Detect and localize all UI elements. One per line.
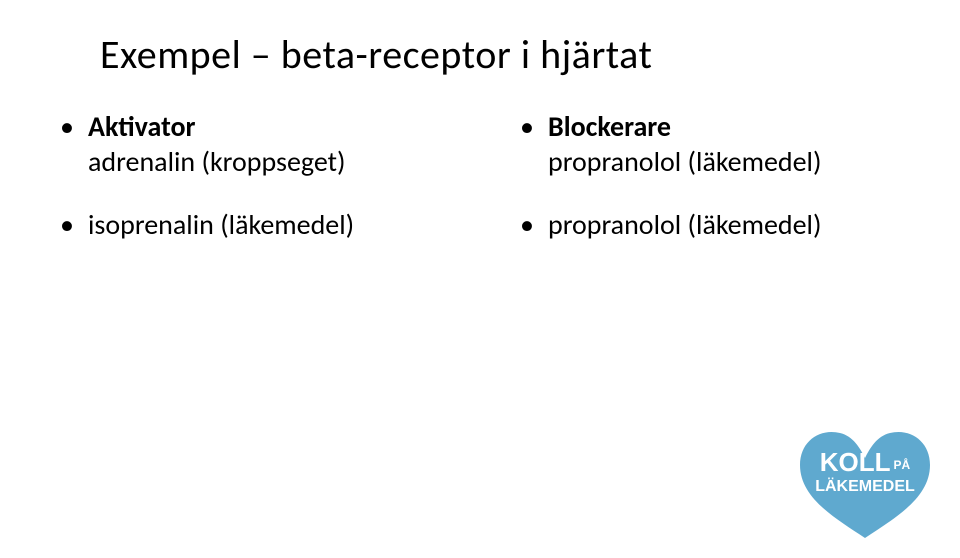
item-head: Aktivator — [88, 109, 196, 144]
content-columns: Aktivator adrenalin (kroppseget) isopren… — [60, 109, 900, 270]
right-column: Blockerare propranolol (läkemedel) propr… — [520, 109, 900, 270]
list-item: propranolol (läkemedel) — [520, 207, 900, 242]
left-list: Aktivator adrenalin (kroppseget) isopren… — [60, 109, 440, 242]
left-column: Aktivator adrenalin (kroppseget) isopren… — [60, 109, 440, 270]
page-title: Exempel – beta-receptor i hjärtat — [100, 30, 900, 79]
koll-logo-icon: KOLLPÅ LÄKEMEDEL — [795, 423, 935, 543]
item-head: propranolol (läkemedel) — [548, 207, 821, 242]
list-item: Blockerare propranolol (läkemedel) — [520, 109, 900, 179]
logo-line2: LÄKEMEDEL — [815, 477, 915, 495]
list-item: isoprenalin (läkemedel) — [60, 207, 440, 242]
item-head: Blockerare — [548, 109, 671, 144]
slide: Exempel – beta-receptor i hjärtat Aktiva… — [0, 0, 960, 558]
item-sub: propranolol (läkemedel) — [548, 144, 900, 179]
list-item: Aktivator adrenalin (kroppseget) — [60, 109, 440, 179]
item-head: isoprenalin (läkemedel) — [88, 207, 354, 242]
right-list: Blockerare propranolol (läkemedel) propr… — [520, 109, 900, 242]
item-sub: adrenalin (kroppseget) — [88, 144, 440, 179]
